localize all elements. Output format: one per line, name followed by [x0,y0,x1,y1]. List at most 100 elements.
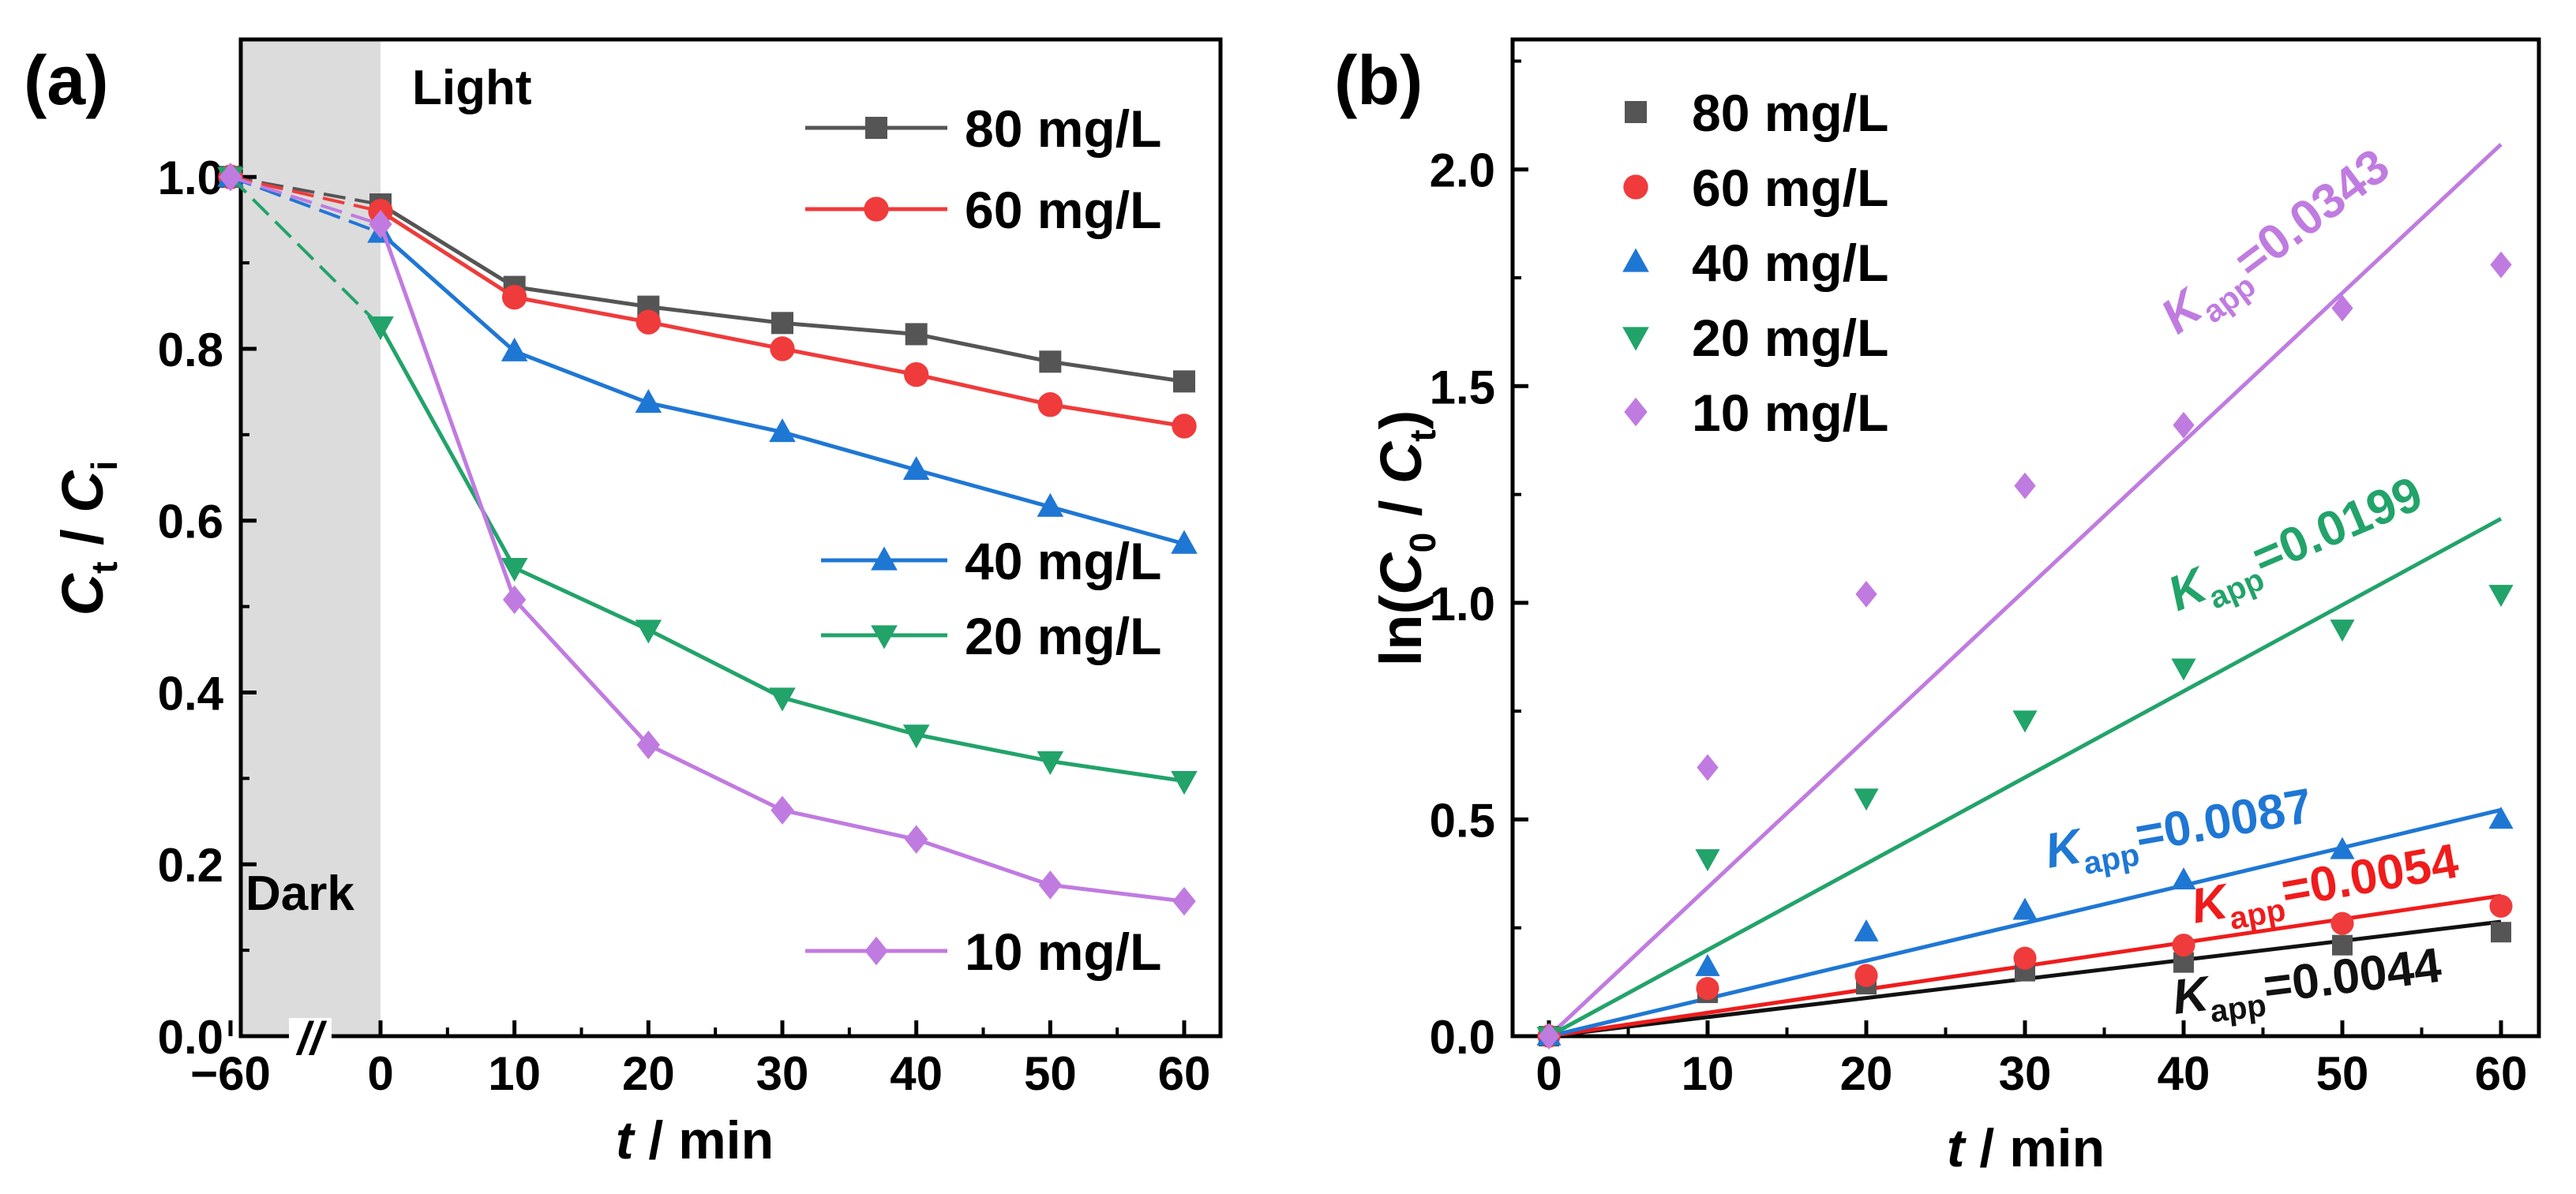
legend-marker [865,117,887,139]
y-tick-label-b: 1.0 [1430,578,1495,631]
data-point [902,455,930,481]
data-point [1172,886,1196,916]
data-point [1038,870,1063,900]
y-axis-label-b: ln(C0 / Ct) [1368,410,1443,667]
y-tick-label-b: 2.0 [1430,144,1495,197]
x-tick-label-b: 50 [2316,1047,2369,1100]
x-tick-label-b: 60 [2475,1047,2528,1100]
data-point [771,312,793,335]
data-point [2332,934,2353,956]
data-point [2489,894,2513,918]
light-label: Light [412,61,532,115]
svg-text://: // [295,1013,328,1065]
legend-label: 20 mg/L [965,607,1161,665]
x-tick-label-b: 30 [1999,1047,2052,1100]
y-tick-label-b: 0.0 [1430,1011,1495,1064]
data-point [1697,754,1719,781]
data-point [2330,619,2355,642]
y-tick-label-a: 0.2 [158,839,223,892]
y-label-b-slash: / [1368,484,1434,533]
data-point [1039,350,1062,373]
data-point [1695,953,1720,976]
data-point [1171,530,1198,554]
data-point [501,558,528,582]
data-point [903,361,929,387]
legend-entry-b: 40 mg/L [1622,234,1888,292]
legend-label: 80 mg/L [1692,84,1888,142]
x-label-b-t: t [1947,1118,1967,1178]
legend-marker [1624,397,1648,427]
data-point [635,619,662,644]
data-point [904,825,928,854]
dark-segment [230,175,381,207]
k-label-sub: app [2208,988,2268,1029]
legend-label: 10 mg/L [1692,384,1888,442]
y-tick-label-a: 1.0 [158,152,223,204]
y-label-a-slash: / [50,513,115,562]
series-lines-a [217,163,1198,916]
data-point [769,687,796,712]
y-tick-label-b: 1.5 [1430,361,1495,414]
x-tick-label-a: 10 [488,1047,541,1100]
legend-entry-a: 20 mg/L [821,607,1161,665]
x-tick-label-b: 40 [2158,1047,2210,1100]
y-label-b-post: ) [1368,410,1434,430]
series-10-mg-L [219,163,1196,916]
y-label-a-s2: i [84,461,125,471]
x-tick-label-a: 0 [367,1047,393,1100]
x-tick-label-a: 30 [756,1047,809,1100]
data-point [770,336,795,361]
legend-marker [1623,174,1648,200]
panel-a: (a) Dark Light Ct / Ci t / min // 0.0 0.2… [24,37,1223,1170]
legend-b: 80 mg/L 60 mg/L 40 mg/L 20 mg/L 10 mg/L [1622,84,1888,442]
scatter-points-b [1536,251,2514,1050]
data-point [219,163,242,192]
legend-label: 40 mg/L [965,532,1161,590]
x-tick-label-b: 20 [1840,1047,1893,1100]
data-point [501,284,527,310]
legend-marker [864,936,888,966]
legend-marker [1622,248,1649,272]
y-label-b-s1: 0 [1402,533,1443,553]
legend-marker [1622,327,1649,351]
dark-segment [230,175,381,226]
data-point [1854,788,1879,811]
x-tick-label-a: 60 [1158,1047,1211,1100]
k-label-sub: app [2081,837,2143,881]
x-tick-label-a: −60 [190,1047,271,1100]
data-point [2171,867,2196,890]
data-point [1854,964,1878,987]
k-label-10-mg-L: Kapp=0.0343 [2151,138,2405,351]
data-point [2014,472,2036,500]
y-tick-label-a: 0.8 [158,324,223,376]
axis-ticks-a: 0.0 0.2 0.4 0.6 0.8 1.0 −60 0 10 20 30 40 50 60 [158,152,1211,1100]
legend-a: 80 mg/L 60 mg/L 40 mg/L 20 mg/L 10 mg/L [805,99,1161,981]
data-point [905,323,928,346]
k-label-value: =0.0199 [2244,466,2430,586]
x-tick-label-b: 10 [1682,1047,1734,1100]
dark-segment [230,175,381,213]
data-point [2331,294,2353,322]
k-label-value: =0.0044 [2260,938,2444,1014]
panel-label-b: (b) [1334,41,1423,119]
dark-segment [230,175,381,234]
data-point [2491,922,2511,943]
data-point [2488,585,2514,608]
legend-marker [871,546,898,571]
x-tick-label-a: 20 [622,1047,675,1100]
data-point [2490,251,2512,279]
data-point [636,309,662,335]
data-point [1855,580,1877,608]
y-label-a-s1: t [84,562,125,574]
data-point [1695,849,1720,872]
axis-break-mark: // [289,1013,332,1065]
y-label-b-pre: ln( [1368,595,1434,667]
data-point [2330,911,2354,935]
data-point [2012,897,2038,920]
panel-label-a: (a) [24,41,109,119]
k-label-80-mg-L: Kapp=0.0044 [2169,938,2445,1034]
legend-label: 40 mg/L [1692,234,1888,292]
y-tick-label-a: 0.6 [158,496,223,548]
data-point [501,337,528,361]
legend-entry-a: 80 mg/L [805,99,1161,158]
